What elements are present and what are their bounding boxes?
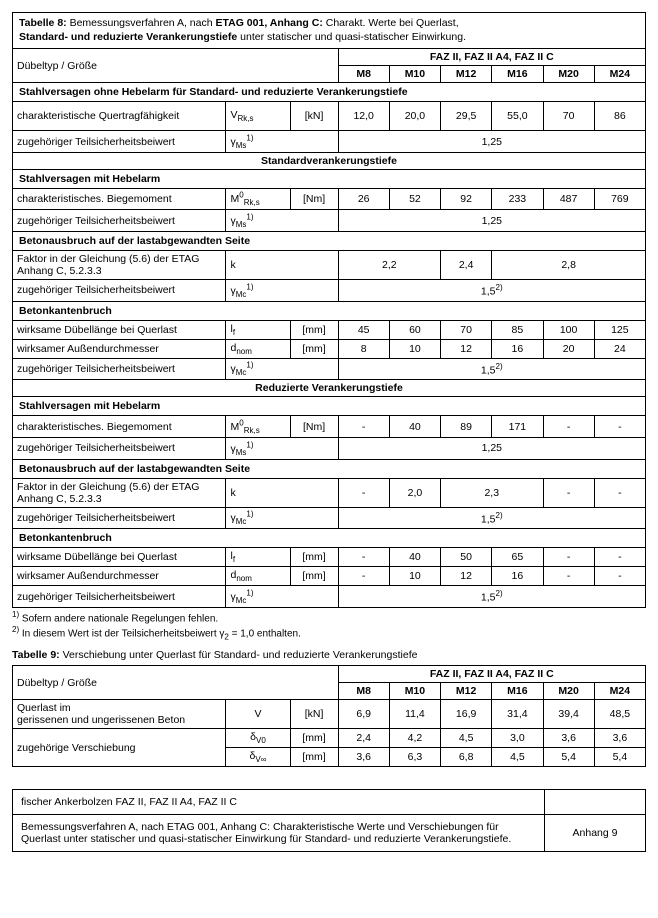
footer-product: fischer Ankerbolzen FAZ II, FAZ II A4, F… xyxy=(13,790,545,814)
table-row: wirksamer Außendurchmesser dnom [mm] 810… xyxy=(13,339,646,358)
table-row: zugehöriger Teilsicherheitsbeiwert γMs1)… xyxy=(13,210,646,232)
section-header: Betonkantenbruch xyxy=(13,301,646,320)
table-row: charakteristisches. Biegemoment M0Rk,s [… xyxy=(13,416,646,438)
table-row: charakteristisches. Biegemoment M0Rk,s [… xyxy=(13,188,646,210)
table8-title: Tabelle 8: Bemessungsverfahren A, nach E… xyxy=(12,12,646,48)
section-header: Standardverankerungstiefe xyxy=(13,152,646,169)
table-row: charakteristische Quertragfähigkeit VRk,… xyxy=(13,102,646,131)
section-header: Betonausbruch auf der lastabgewandten Se… xyxy=(13,232,646,251)
section-header: Stahlversagen ohne Hebelarm für Standard… xyxy=(13,83,646,102)
table-row: Dübeltyp / Größe FAZ II, FAZ II A4, FAZ … xyxy=(13,666,646,683)
table-row: wirksamer Außendurchmesser dnom [mm] -10… xyxy=(13,567,646,586)
table-row: zugehöriger Teilsicherheitsbeiwert γMc1)… xyxy=(13,586,646,608)
table-row: Dübeltyp / Größe FAZ II, FAZ II A4, FAZ … xyxy=(13,49,646,66)
table9: Dübeltyp / Größe FAZ II, FAZ II A4, FAZ … xyxy=(12,665,646,767)
footer: fischer Ankerbolzen FAZ II, FAZ II A4, F… xyxy=(12,789,646,852)
footer-description: Bemessungsverfahren A, nach ETAG 001, An… xyxy=(13,815,545,851)
table-row: wirksame Dübellänge bei Querlast lf [mm]… xyxy=(13,548,646,567)
footer-annex-label: Anhang 9 xyxy=(545,815,645,851)
table-row: zugehöriger Teilsicherheitsbeiwert γMc1)… xyxy=(13,358,646,380)
table-row: zugehöriger Teilsicherheitsbeiwert γMc1)… xyxy=(13,280,646,302)
footnotes: 1) Sofern andere nationale Regelungen fe… xyxy=(12,610,646,643)
table-row: Faktor in der Gleichung (5.6) der ETAG A… xyxy=(13,251,646,280)
table8: Dübeltyp / Größe FAZ II, FAZ II A4, FAZ … xyxy=(12,48,646,608)
table-row: zugehörige Verschiebung δV0 [mm] 2,44,24… xyxy=(13,729,646,748)
table-row: wirksame Dübellänge bei Querlast lf [mm]… xyxy=(13,320,646,339)
table-row: Querlast im gerissenen und ungerissenen … xyxy=(13,700,646,729)
table9-title: Tabelle 9: Verschiebung unter Querlast f… xyxy=(12,649,646,661)
table-row: zugehöriger Teilsicherheitsbeiwert γMs1)… xyxy=(13,131,646,153)
table-row: zugehöriger Teilsicherheitsbeiwert γMs1)… xyxy=(13,438,646,460)
footer-annex xyxy=(545,790,645,814)
section-header: Stahlversagen mit Hebelarm xyxy=(13,169,646,188)
section-header: Betonausbruch auf der lastabgewandten Se… xyxy=(13,459,646,478)
section-header: Reduzierte Verankerungstiefe xyxy=(13,380,646,397)
table-row: Faktor in der Gleichung (5.6) der ETAG A… xyxy=(13,478,646,507)
table-row: zugehöriger Teilsicherheitsbeiwert γMc1)… xyxy=(13,507,646,529)
section-header: Betonkantenbruch xyxy=(13,529,646,548)
section-header: Stahlversagen mit Hebelarm xyxy=(13,397,646,416)
